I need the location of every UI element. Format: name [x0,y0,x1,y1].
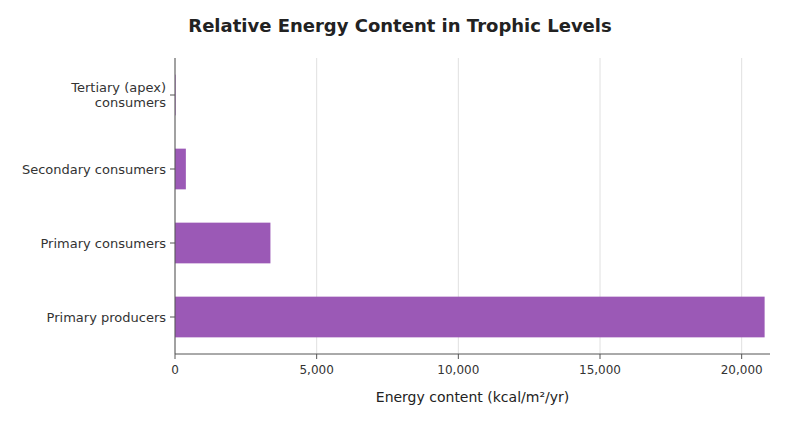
bars [175,75,765,338]
y-tick [170,169,175,170]
y-tick [170,317,175,318]
chart-title: Relative Energy Content in Trophic Level… [188,15,611,36]
category-label-line: consumers [95,95,166,110]
category-label: Primary consumers [41,236,167,251]
category-label-line: Primary consumers [41,236,167,251]
y-axis-line [175,58,176,354]
bar [175,149,186,190]
grid-line [175,58,176,354]
x-tick-label: 0 [171,363,179,377]
x-axis-line [175,354,770,355]
y-tick [170,95,175,96]
y-tick [170,243,175,244]
bar [175,297,765,338]
category-label: Secondary consumers [22,162,166,177]
x-tick-label: 5,000 [299,363,333,377]
x-axis-ticks: 0 5,000 10,000 15,000 20,000 [171,354,762,377]
x-tick-label: 20,000 [721,363,763,377]
chart-svg: Relative Energy Content in Trophic Level… [0,0,800,424]
category-label: Primary producers [47,310,167,325]
category-label-line: Secondary consumers [22,162,166,177]
plot-area: 0 5,000 10,000 15,000 20,000 Primary producer… [22,58,770,377]
x-tick [316,354,317,359]
x-tick-label: 10,000 [437,363,479,377]
x-tick [600,354,601,359]
chart-container: Relative Energy Content in Trophic Level… [0,0,800,424]
category-label-line: Primary producers [47,310,167,325]
y-axis-labels: Primary producers Primary consumers Second… [22,80,175,325]
x-tick-label: 15,000 [579,363,621,377]
x-tick [175,354,176,359]
category-label-line: Tertiary (apex) [70,80,166,95]
category-label: Tertiary (apex)consumers [70,80,166,110]
x-tick [741,354,742,359]
x-axis-title: Energy content (kcal/m²/yr) [376,389,569,405]
x-tick [458,354,459,359]
bar [175,223,270,264]
